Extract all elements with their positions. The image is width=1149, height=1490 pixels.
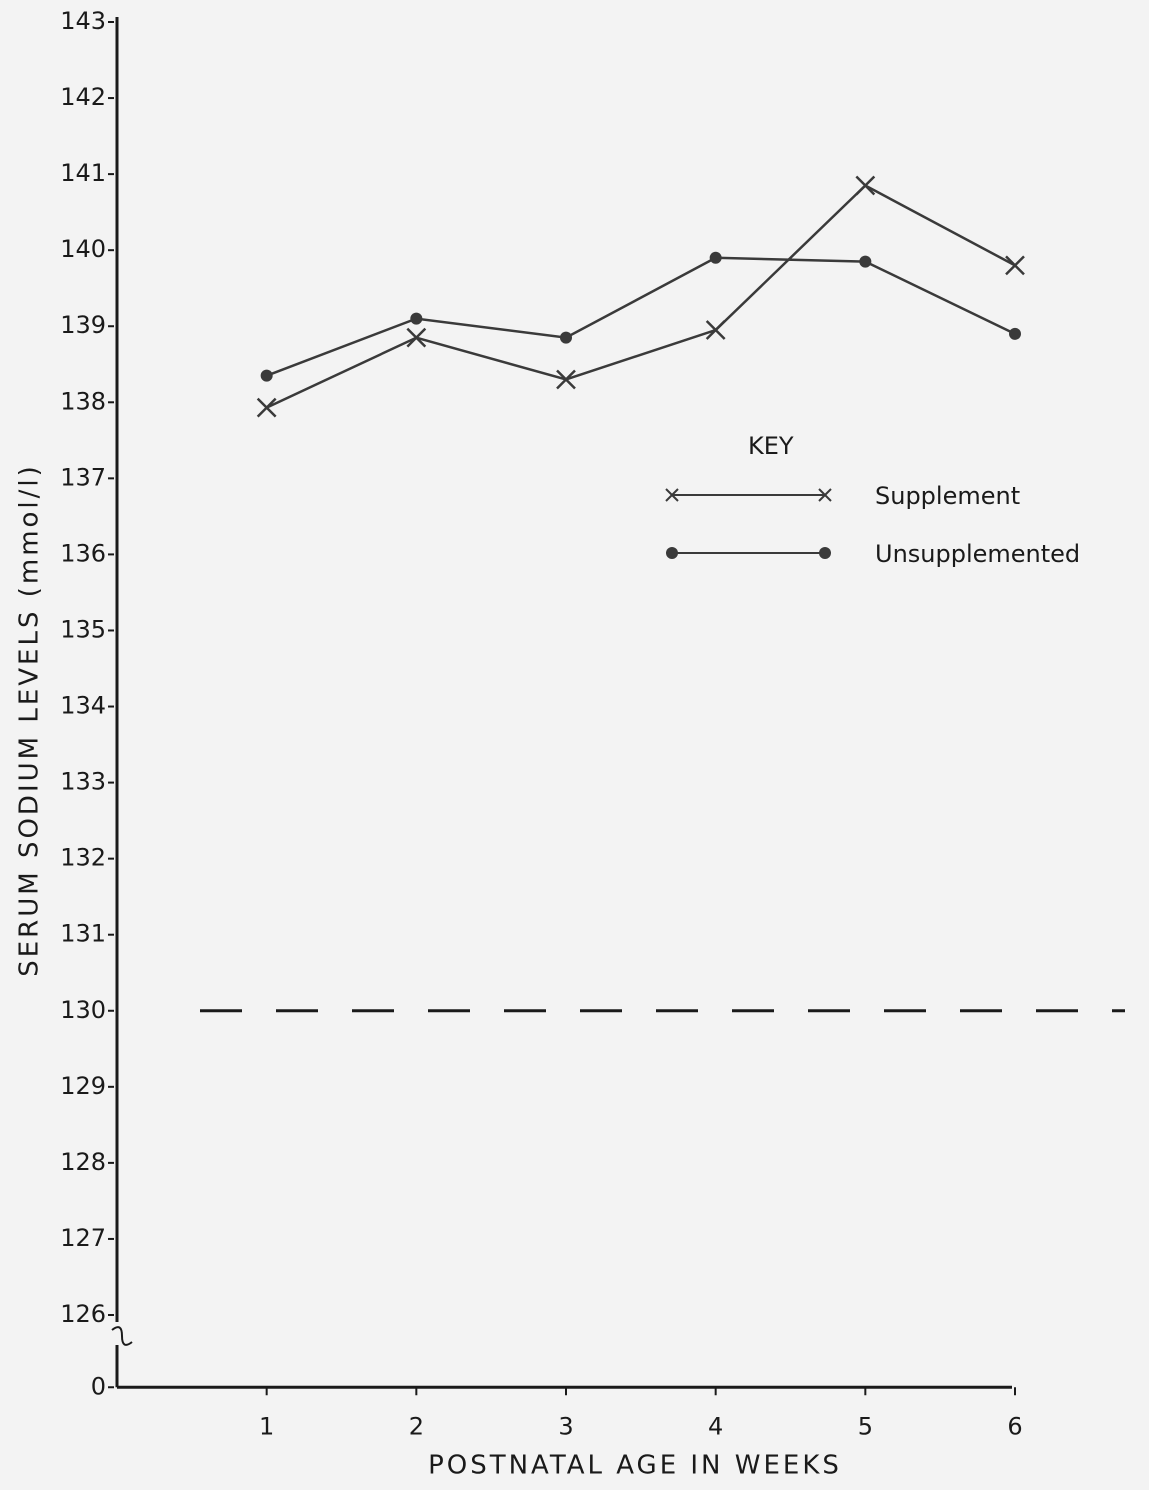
marker-dot xyxy=(709,251,722,264)
x-tick-label: 6 xyxy=(1007,1412,1022,1440)
legend-marker xyxy=(666,547,678,559)
y-tick-label: 143 xyxy=(60,7,106,35)
legend-marker xyxy=(818,488,832,502)
y-tick-label: 140 xyxy=(60,235,106,263)
y-tick-label: 126 xyxy=(60,1300,106,1328)
y-tick-label: 136 xyxy=(60,539,106,567)
y-tick-label: 135 xyxy=(60,615,106,643)
y-tick-label: 142 xyxy=(60,83,106,111)
y-tick-label: 131 xyxy=(60,920,106,948)
y-tick-label: 0 xyxy=(91,1372,106,1400)
y-tick-label: 134 xyxy=(60,692,106,720)
marker-x xyxy=(406,327,427,348)
legend-marker xyxy=(819,547,831,559)
marker-x xyxy=(256,397,277,418)
x-tick-label: 2 xyxy=(409,1412,424,1440)
x-axis-label: POSTNATAL AGE IN WEEKS xyxy=(428,1451,842,1481)
marker-dot xyxy=(560,331,572,344)
series-line xyxy=(266,183,1016,409)
x-tick-label: 4 xyxy=(708,1412,723,1440)
y-tick-label: 129 xyxy=(60,1072,106,1100)
marker-x xyxy=(855,175,876,196)
y-tick-label: 127 xyxy=(60,1224,106,1252)
x-tick-label: 1 xyxy=(259,1412,274,1440)
y-tick-label: 133 xyxy=(60,768,106,796)
marker-dot xyxy=(1009,327,1021,340)
x-tick-label: 3 xyxy=(558,1412,573,1440)
marker-dot xyxy=(260,369,273,382)
marker-x xyxy=(556,369,576,390)
legend-label: Supplement xyxy=(875,482,1020,510)
y-tick-label: 132 xyxy=(60,844,106,872)
y-tick-label: 138 xyxy=(60,387,106,415)
y-tick-label: 137 xyxy=(60,463,106,491)
legend-label: Unsupplemented xyxy=(875,540,1080,568)
marker-dot xyxy=(859,255,872,268)
y-axis-label: SERUM SODIUM LEVELS (mmol/l) xyxy=(15,463,45,977)
marker-dot xyxy=(410,312,423,325)
series-line xyxy=(266,256,1016,377)
y-tick-label: 130 xyxy=(60,996,106,1024)
y-tick-label: 128 xyxy=(60,1148,106,1176)
marker-x xyxy=(1005,255,1025,276)
axis-break xyxy=(111,1326,133,1346)
legend-title: KEY xyxy=(748,432,794,460)
legend-marker xyxy=(665,488,679,502)
y-tick-label: 139 xyxy=(60,311,106,339)
x-tick-label: 5 xyxy=(858,1412,873,1440)
y-tick-label: 141 xyxy=(60,159,106,187)
marker-x xyxy=(705,320,726,340)
